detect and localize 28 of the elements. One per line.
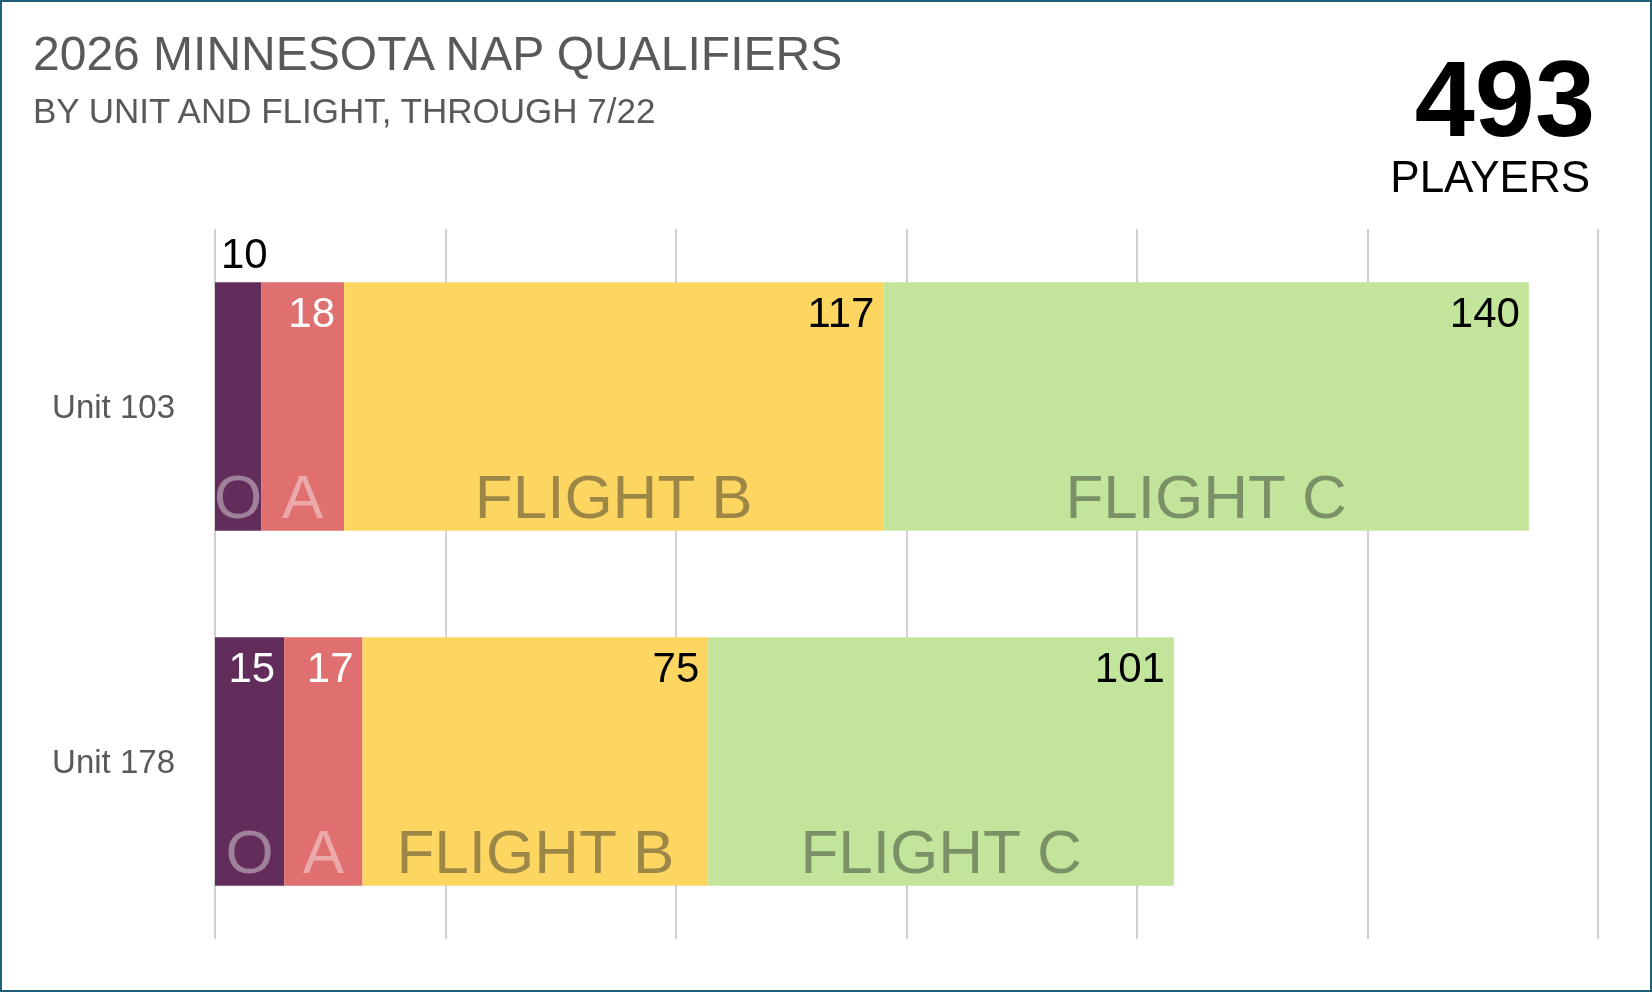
bar <box>284 637 363 886</box>
bar <box>883 282 1529 531</box>
series-label: FLIGHT B <box>474 462 753 531</box>
bar <box>362 637 709 886</box>
bar <box>261 282 345 531</box>
y-tick-label: Unit 178 <box>52 743 175 780</box>
chart-subtitle: BY UNIT AND FLIGHT, THROUGH 7/22 <box>33 91 656 130</box>
y-tick-label: Unit 103 <box>52 388 175 425</box>
bar <box>344 282 884 531</box>
bar <box>215 282 262 531</box>
bar <box>215 637 285 886</box>
bar <box>708 637 1174 886</box>
series-label: O <box>225 817 274 886</box>
text: FLIGHT B <box>396 817 675 886</box>
data-label: 18 <box>288 288 336 336</box>
series-label: A <box>281 462 324 531</box>
data-label: 10 <box>221 229 268 277</box>
data-label: 140 <box>1449 288 1520 336</box>
data-label: 101 <box>1094 643 1165 691</box>
series-label: FLIGHT C <box>1065 462 1347 531</box>
text: A <box>302 817 345 886</box>
text: FLIGHT C <box>800 817 1082 886</box>
data-label: 15 <box>228 643 276 691</box>
text: O <box>213 462 263 531</box>
chart-title: 2026 MINNESOTA NAP QUALIFIERS <box>33 26 843 80</box>
data-label: 117 <box>807 288 875 336</box>
data-label: 75 <box>652 643 700 691</box>
data-label: 17 <box>306 643 354 691</box>
